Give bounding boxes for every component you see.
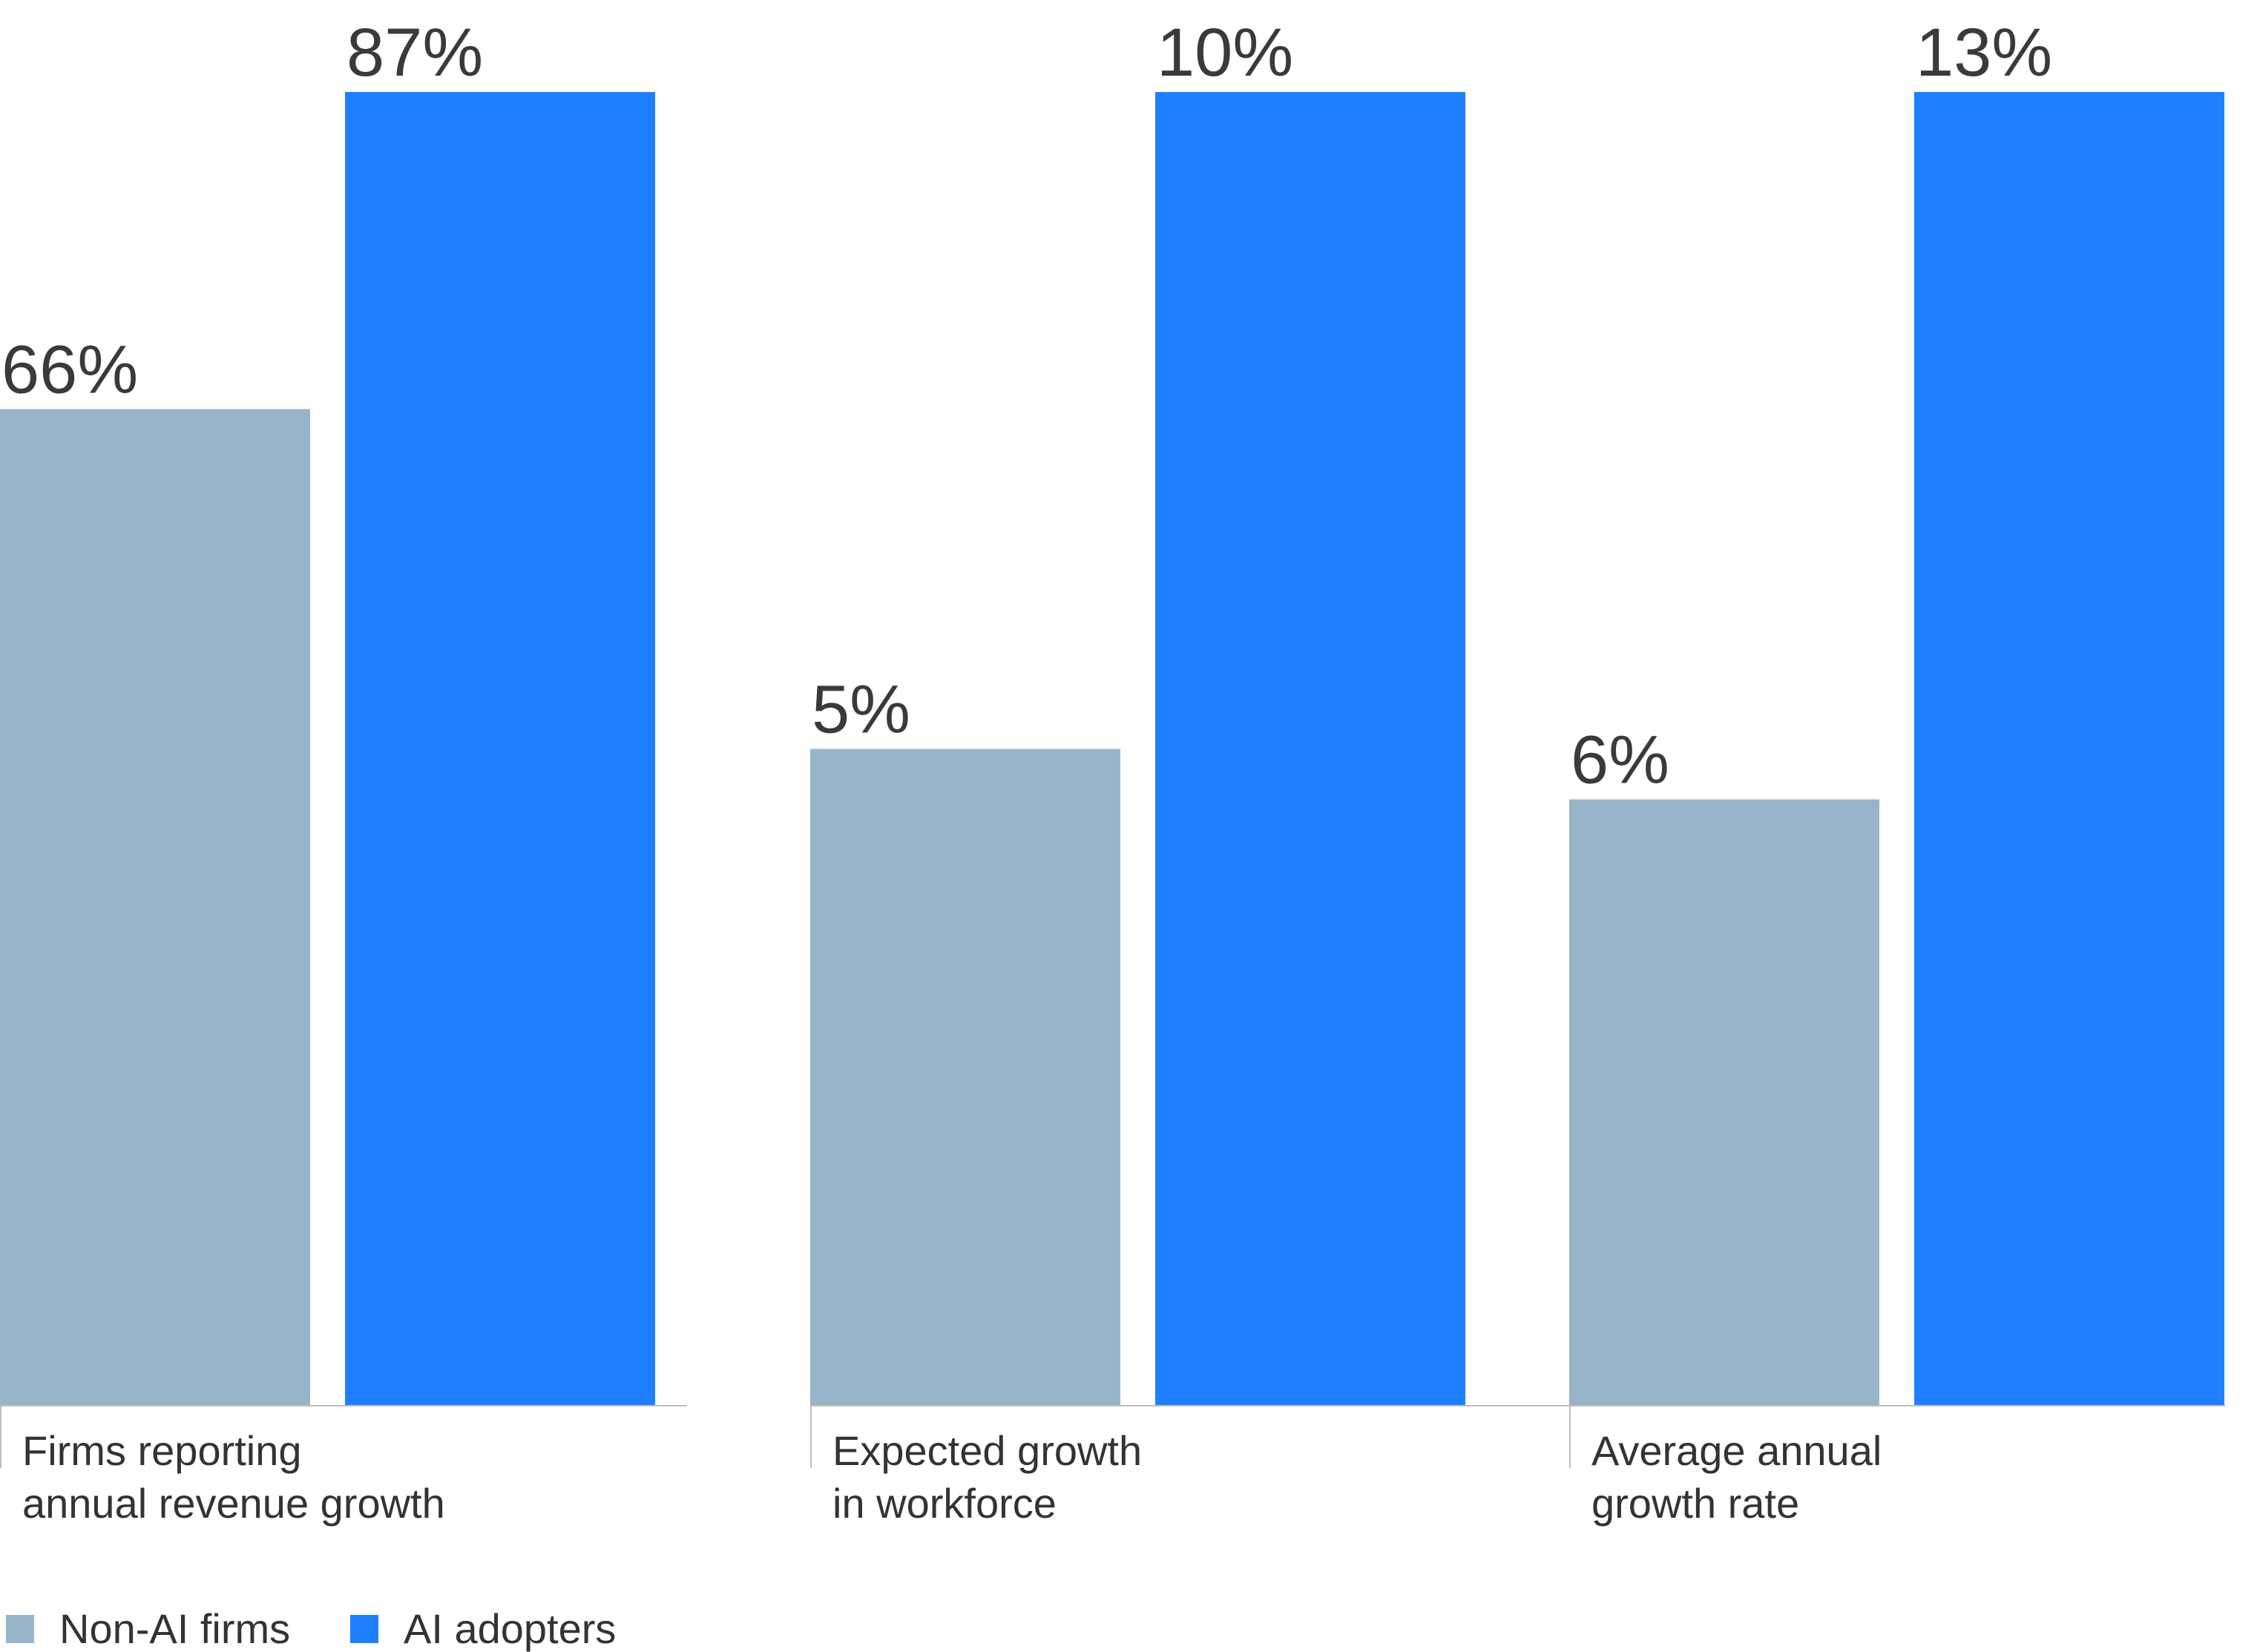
value-labels-layer: 66% 87% 5% 10% 6% 13% <box>1 15 2052 798</box>
bar-2-non-ai-firms <box>810 748 1120 1406</box>
bar-1-non-ai-firms <box>0 409 310 1406</box>
bar-1-ai-adopters <box>345 92 655 1406</box>
category-label-1-line-1: Firms reporting <box>22 1427 302 1474</box>
legend-swatch-ai-adopters <box>350 1615 378 1643</box>
category-label-2-line-2: in workforce <box>832 1480 1057 1527</box>
bar-3-non-ai-firms <box>1569 799 1879 1406</box>
bar-3-ai-adopters <box>1914 92 2224 1406</box>
category-label-2-line-1: Expected growth <box>832 1427 1142 1474</box>
category-label-3-line-2: growth rate <box>1591 1480 1799 1527</box>
bar-2-ai-adopters <box>1155 92 1465 1406</box>
category-label-1-line-2: annual revenue growth <box>22 1480 445 1527</box>
bars-layer <box>0 92 2224 1406</box>
value-label-1-1: 66% <box>1 332 138 407</box>
value-label-1-2: 87% <box>346 15 483 91</box>
value-label-2-1: 5% <box>812 672 910 748</box>
value-label-2-2: 10% <box>1157 15 1293 91</box>
legend: Non-AI firms AI adopters <box>6 1605 616 1652</box>
value-label-3-1: 6% <box>1571 723 1669 798</box>
axis-layer <box>0 1405 2225 1468</box>
legend-label-ai-adopters: AI adopters <box>404 1605 616 1652</box>
legend-label-non-ai-firms: Non-AI firms <box>59 1605 290 1652</box>
legend-swatch-non-ai-firms <box>6 1615 34 1643</box>
value-label-3-2: 13% <box>1916 15 2052 91</box>
category-label-3-line-1: Average annual <box>1591 1427 1882 1474</box>
category-labels-layer: Firms reporting annual revenue growth Expe… <box>22 1427 1882 1527</box>
